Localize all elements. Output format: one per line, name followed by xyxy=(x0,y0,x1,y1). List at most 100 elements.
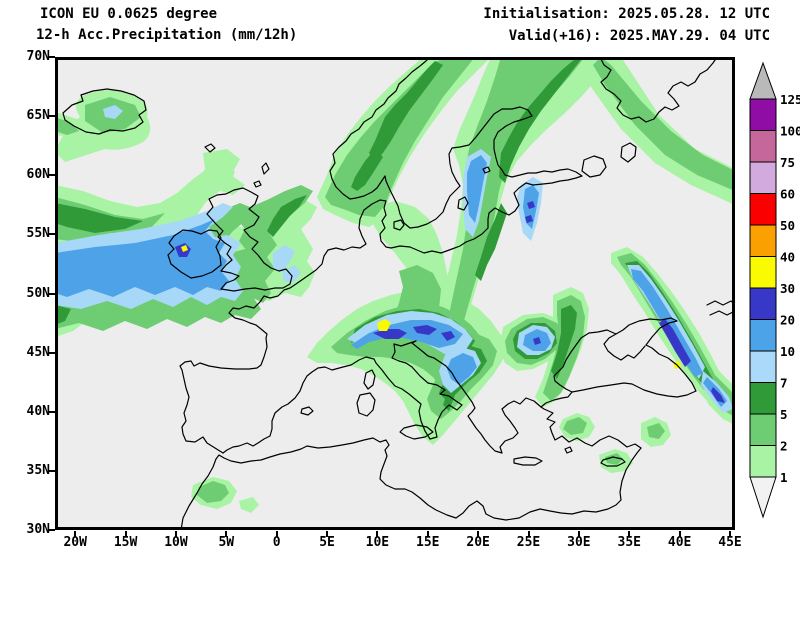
island-sicily xyxy=(399,424,434,440)
colorbar-label: 100 xyxy=(780,124,800,139)
colorbar-block xyxy=(749,382,777,415)
colorbar-label: 10 xyxy=(780,344,795,359)
coast-black-sea xyxy=(553,317,697,398)
lon-label: 5E xyxy=(319,535,335,550)
lat-label: 70N xyxy=(26,49,50,64)
lon-label: 10W xyxy=(164,535,188,550)
colorbar-label: 2 xyxy=(780,439,788,454)
lon-label: 10E xyxy=(365,535,390,550)
island-shetland xyxy=(261,162,270,175)
lon-tick xyxy=(376,531,379,537)
coastlines xyxy=(62,56,736,531)
colorbar-block xyxy=(749,98,777,131)
lon-tick xyxy=(275,531,278,537)
lat-tick xyxy=(48,469,55,472)
colorbar-label: 75 xyxy=(780,155,795,170)
lon-tick xyxy=(326,531,329,537)
coast-africa-levant xyxy=(180,437,642,531)
island-zealand xyxy=(393,219,405,231)
island-mallorca xyxy=(300,406,314,416)
colorbar-overflow-arrow xyxy=(749,61,777,100)
lat-label: 65N xyxy=(26,108,50,124)
lon-label: 35E xyxy=(617,535,641,550)
precip-layer-20-30mm xyxy=(175,201,725,403)
map-area xyxy=(55,56,736,531)
colorbar-block xyxy=(749,224,777,257)
colorbar-block xyxy=(749,161,777,194)
lon-tick xyxy=(628,531,631,537)
lon-label: 45E xyxy=(718,535,742,550)
colorbar-label: 20 xyxy=(780,313,795,328)
island-orkney xyxy=(253,180,262,188)
lon-tick xyxy=(477,531,480,537)
island-gotland xyxy=(457,196,469,211)
lon-label: 20W xyxy=(63,535,87,550)
colorbar-label: 125 xyxy=(780,92,800,107)
lat-tick xyxy=(48,56,55,58)
coast-mediterranean-north xyxy=(222,340,542,454)
colorbar-block xyxy=(749,350,777,383)
lat-label: 50N xyxy=(26,285,50,301)
colorbar-label: 5 xyxy=(780,407,788,422)
lat-tick xyxy=(48,174,55,177)
lon-label: 5W xyxy=(218,535,235,550)
island-corsica xyxy=(363,369,376,390)
lat-label: 55N xyxy=(26,226,50,242)
colorbar-block xyxy=(749,256,777,289)
island-aland xyxy=(482,166,491,174)
lon-tick xyxy=(527,531,530,537)
island-rhodes xyxy=(564,446,573,454)
lat-label: 30N xyxy=(26,522,50,537)
colorbar-label: 60 xyxy=(780,187,795,202)
coast-atlantic-baltic-norway xyxy=(179,56,583,454)
island-crete xyxy=(513,456,543,466)
lon-tick xyxy=(577,531,580,537)
coast-great-britain xyxy=(206,187,293,292)
lon-tick xyxy=(426,531,429,537)
lake-onega xyxy=(620,142,637,163)
lon-tick xyxy=(225,531,228,537)
lat-tick xyxy=(48,351,55,354)
lon-tick xyxy=(174,531,177,537)
lon-label: 0 xyxy=(272,535,281,550)
lat-tick xyxy=(48,115,55,118)
colorbar-block xyxy=(749,130,777,163)
colorbar-block xyxy=(749,319,777,352)
lon-label: 20E xyxy=(466,535,490,550)
lon-tick xyxy=(124,531,127,537)
lon-label: 25E xyxy=(516,535,541,550)
colorbar-label: 50 xyxy=(780,218,795,233)
lat-label: 60N xyxy=(26,167,50,183)
lon-label: 15W xyxy=(113,535,138,550)
island-sardinia xyxy=(356,392,376,417)
lat-tick xyxy=(48,529,55,531)
coast-turkey-south xyxy=(540,391,642,449)
lon-label: 30E xyxy=(567,535,591,550)
lat-tick xyxy=(48,410,55,413)
product-title: 12-h Acc.Precipitation (mm/12h) xyxy=(36,27,298,43)
coast-white-sea xyxy=(599,56,718,123)
colorbar-label: 40 xyxy=(780,250,795,265)
valid-time: Valid(+16): 2025.MAY.29. 04 UTC xyxy=(508,28,770,44)
colorbar-block xyxy=(749,193,777,226)
lon-label: 40E xyxy=(667,535,692,550)
lon-tick xyxy=(678,531,681,537)
lat-label: 45N xyxy=(26,344,50,360)
lon-tick xyxy=(729,531,731,537)
colorbar-label: 30 xyxy=(780,281,795,296)
map-frame xyxy=(55,57,735,530)
colorbar-underflow-arrow xyxy=(749,476,777,519)
lat-tick xyxy=(48,292,55,295)
colorbar-label: 7 xyxy=(780,376,788,391)
island-faroe xyxy=(204,143,216,153)
europe-precipitation-chart xyxy=(55,56,736,531)
coast-iceland xyxy=(62,88,147,135)
lat-label: 35N xyxy=(26,462,50,478)
model-title: ICON EU 0.0625 degree xyxy=(40,6,218,22)
lon-label: 15E xyxy=(416,535,440,550)
lat-label: 40N xyxy=(26,403,50,419)
lon-tick xyxy=(74,531,77,537)
colorbar-label: 1 xyxy=(780,470,788,485)
